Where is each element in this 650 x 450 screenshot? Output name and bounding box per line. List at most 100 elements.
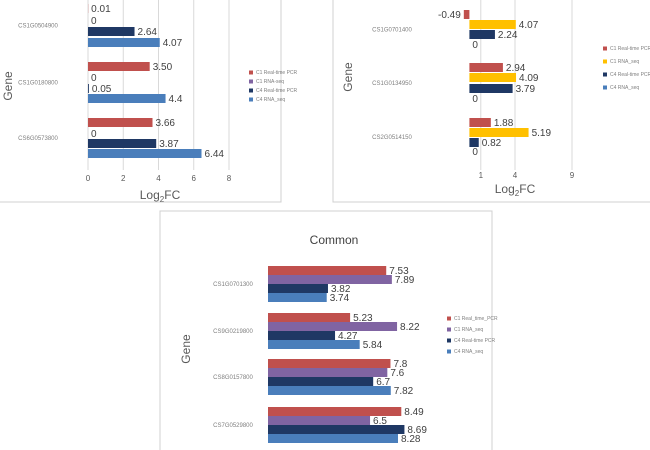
chart1-data-label: 0.01 [91,4,111,15]
chart1-x-axis-title: Log2FC [140,188,181,204]
chart3-data-label: 6.5 [373,416,387,427]
chart3-bar [268,386,391,395]
chart3-data-label: 5.23 [353,313,373,324]
chart2-data-label: -0.49 [438,10,461,21]
chart3-bar [268,359,391,368]
chart2-data-label: 0 [472,94,478,105]
chart3-data-label: 7.82 [394,386,414,397]
chart1-y-axis-title: Gene [1,71,15,101]
chart1-legend-entry: C4 RNA_seq [256,97,285,103]
chart2-bar [469,84,513,93]
chart2-legend-entry: C1 RNA_seq [610,59,639,65]
chart2-legend-entry: C4 Real-time PCR [610,72,650,78]
chart3-data-label: 5.84 [363,340,383,351]
chart2-data-label: 3.79 [516,84,536,95]
chart3-gene-label: CS8G0157800 [213,375,253,381]
chart1-data-label: 0 [91,16,97,27]
chart1-gene-label: CS1G0504900 [18,24,58,30]
chart2-data-label: 2.94 [506,63,526,74]
chart1-data-label: 0 [91,129,97,140]
chart1-data-label: 2.64 [138,27,158,38]
chart3-gene-label: CS9G0219800 [213,329,253,335]
chart2-x-tick-label: 9 [570,171,575,180]
chart2-data-label: 4.09 [519,73,539,84]
chart2-x-tick-label: 4 [513,171,518,180]
chart3-bar [268,266,387,275]
chart2-gene-label: CS2G0514150 [372,135,412,141]
chart2-bar [469,63,503,72]
chart3-legend-entry: C1 Real_time_PCR [454,316,498,322]
chart2-legend-entry: C4 RNA_seq [610,85,639,91]
chart3-bar [268,313,351,322]
chart1-bar [88,94,166,103]
chart3-bar [268,293,327,302]
chart3-bar [268,322,398,331]
chart2-bar [463,10,470,19]
chart1-legend-swatch [249,79,253,84]
chart3-legend-entry: C1 RNA_seq [454,327,483,333]
chart1-data-label: 4.07 [163,38,183,49]
chart2-legend-swatch [603,85,607,90]
chart1-data-label: 3.66 [156,118,176,129]
chart2-bar [469,138,479,147]
chart2-bar [469,118,491,127]
chart2-legend-entry: C1 Real-time PCR [610,46,650,52]
chart1-bar [88,149,202,158]
chart3-data-label: 7.53 [389,266,409,277]
chart3-gene-label: CS1G0701300 [213,282,253,288]
chart1-legend-swatch [249,70,253,75]
chart2-gene-label: CS1G0701400 [372,28,412,34]
chart3-bar [268,416,371,425]
chart2-y-axis-title: Gene [341,62,355,92]
chart3-bar [268,275,392,284]
chart3-data-label: 3.74 [330,293,350,304]
chart2-x-tick-label: 1 [479,171,484,180]
chart3-legend-swatch [447,316,451,321]
chart3-legend-swatch [447,338,451,343]
chart3-bar [268,425,405,434]
chart3-legend-entry: C4 Real-time PCR [454,338,496,344]
chart1-bar [88,139,157,148]
chart1-x-tick-label: 0 [86,174,91,183]
chart1-legend-swatch [249,97,253,102]
chart1-x-tick-label: 4 [156,174,161,183]
chart1-x-tick-label: 8 [227,174,232,183]
chart3-y-axis-title: Gene [179,334,193,364]
chart2-legend-swatch [603,72,607,77]
chart2-data-label: 5.19 [532,128,552,139]
chart1-legend-entry: C1 Real-time PCR [256,70,298,76]
chart3-data-label: 7.8 [393,359,407,370]
chart3-title: Common [310,233,359,247]
chart3-legend-swatch [447,327,451,332]
chart2-gene-label: CS1G0134950 [372,81,412,87]
chart1-data-label: 4.4 [169,94,183,105]
chart2-x-axis-title: Log2FC [495,182,536,198]
chart2-legend-swatch [603,59,607,64]
chart3-bar [268,377,374,386]
chart3-bar [268,331,336,340]
chart2-legend-swatch [603,46,607,51]
chart3-gene-label: CS7G0529800 [213,423,253,429]
chart1-legend-swatch [249,88,253,93]
chart2-bar [469,30,495,39]
chart3-data-label: 8.22 [400,322,420,333]
chart3-legend-entry: C4 RNA_seq [454,349,483,355]
chart1-legend-entry: C4 Real-time PCR [256,88,298,94]
chart2-data-label: 0.82 [482,138,502,149]
chart2-data-label: 1.88 [494,118,514,129]
chart1-x-tick-label: 6 [192,174,197,183]
chart1-data-label: 0.05 [92,84,112,95]
chart1-data-label: 6.44 [205,149,225,160]
chart1-bar [88,118,153,127]
chart3-data-label: 6.7 [376,377,390,388]
chart3-data-label: 8.49 [404,407,424,418]
chart3-bar [268,340,360,349]
chart3-bar [268,434,398,443]
chart3-bar [268,284,328,293]
chart2-data-label: 0 [472,147,478,158]
chart2-bar [469,128,529,137]
chart3-data-label: 8.69 [407,425,427,436]
chart1-legend-entry: C1 RNA-seq [256,79,284,85]
